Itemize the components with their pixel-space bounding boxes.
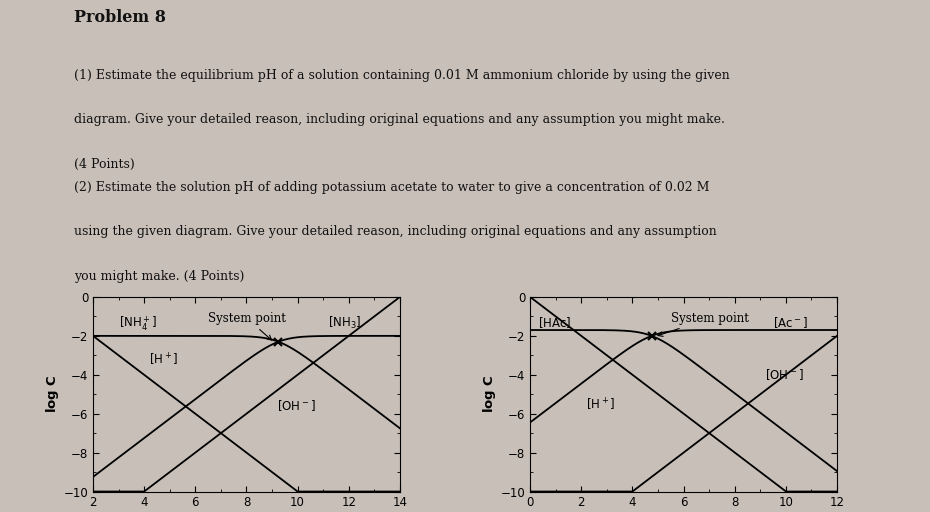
- Text: $\mathsf{[NH_4^+]}$: $\mathsf{[NH_4^+]}$: [119, 314, 157, 333]
- Text: $\mathsf{[OH^-]}$: $\mathsf{[OH^-]}$: [765, 367, 804, 381]
- Y-axis label: $\mathbf{log\ C}$: $\mathbf{log\ C}$: [44, 375, 60, 413]
- Text: $\mathsf{[OH^-]}$: $\mathsf{[OH^-]}$: [277, 398, 316, 413]
- Text: System point: System point: [208, 312, 286, 340]
- Text: diagram. Give your detailed reason, including original equations and any assumpt: diagram. Give your detailed reason, incl…: [74, 113, 725, 126]
- Text: you might make. (4 Points): you might make. (4 Points): [74, 269, 245, 283]
- Text: $\mathsf{[NH_3]}$: $\mathsf{[NH_3]}$: [328, 315, 362, 331]
- Text: (1) Estimate the equilibrium pH of a solution containing 0.01 M ammonium chlorid: (1) Estimate the equilibrium pH of a sol…: [74, 69, 730, 82]
- Text: using the given diagram. Give your detailed reason, including original equations: using the given diagram. Give your detai…: [74, 225, 717, 238]
- Y-axis label: $\mathbf{log\ C}$: $\mathbf{log\ C}$: [481, 375, 498, 413]
- Text: $\mathsf{[HAc]}$: $\mathsf{[HAc]}$: [538, 315, 571, 330]
- Text: $\mathsf{[H^+]}$: $\mathsf{[H^+]}$: [149, 352, 179, 369]
- Text: (2) Estimate the solution pH of adding potassium acetate to water to give a conc: (2) Estimate the solution pH of adding p…: [74, 181, 710, 194]
- Text: (4 Points): (4 Points): [74, 158, 135, 170]
- Text: System point: System point: [658, 312, 749, 336]
- Text: $\mathsf{[H^+]}$: $\mathsf{[H^+]}$: [586, 397, 616, 413]
- Text: $\mathsf{[Ac^-]}$: $\mathsf{[Ac^-]}$: [773, 315, 808, 330]
- Text: Problem 8: Problem 8: [74, 9, 166, 26]
